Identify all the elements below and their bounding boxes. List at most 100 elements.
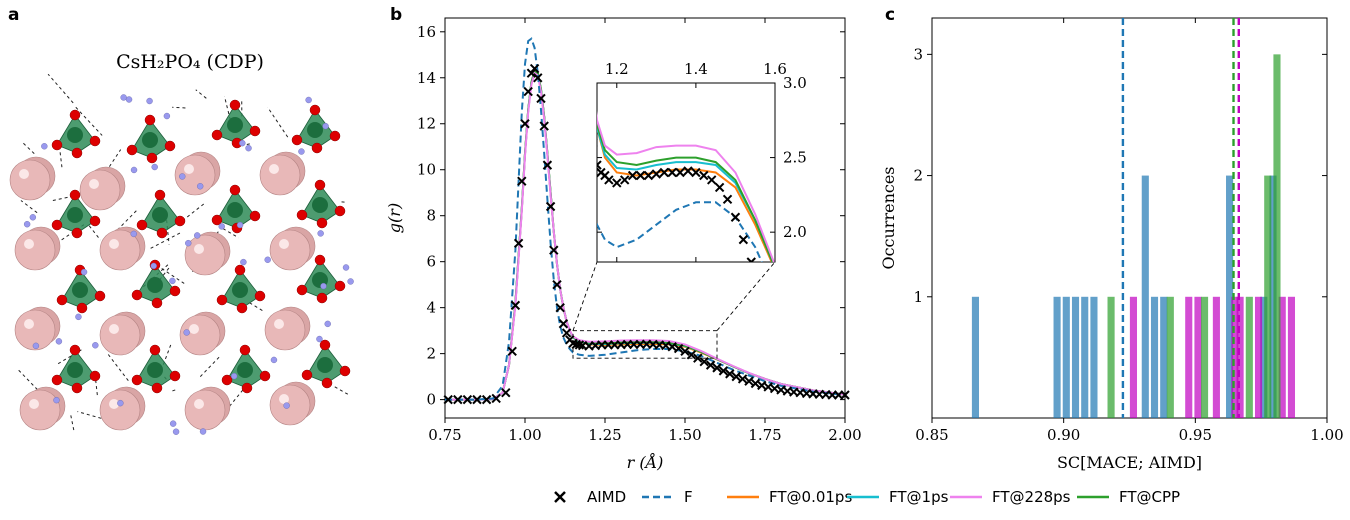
aimd-marker-stroke	[763, 303, 771, 311]
hydrogen-atom	[150, 262, 157, 270]
aimd-point-inset	[714, 182, 725, 193]
hbond-line	[246, 143, 251, 145]
hydrogen-atom	[197, 183, 204, 190]
aimd-marker-stroke	[787, 359, 795, 367]
oxygen-atom	[254, 290, 266, 302]
aimd-marker-stroke	[507, 346, 517, 357]
x-axis-label: SC[MACE; AIMD]	[1057, 453, 1202, 472]
oxygen-atom	[71, 227, 83, 239]
hydrogen-atom	[322, 122, 329, 130]
aimd-marker-stroke	[842, 455, 850, 463]
oxygen-atom	[319, 339, 331, 351]
oxygen-atom	[241, 382, 253, 394]
y-tick-label: 12	[417, 115, 436, 133]
x-tick-label: 1.25	[588, 426, 621, 444]
oxygen-atom	[69, 189, 81, 201]
hist-bar-ft-cpp	[1245, 296, 1253, 418]
oxygen-atom	[71, 382, 83, 394]
hist-bar-f	[971, 296, 980, 418]
cesium-highlight	[109, 324, 119, 334]
hydrogen-atom	[316, 335, 323, 343]
aimd-marker-stroke	[725, 369, 735, 379]
hist-bar-f	[1269, 175, 1277, 418]
cesium-atom	[269, 384, 311, 426]
aimd-point-inset	[842, 455, 850, 463]
aimd-marker-stroke	[750, 378, 761, 389]
x-tick-label: 1.00	[1310, 426, 1343, 444]
oxygen-atom	[239, 344, 251, 356]
aimd-point	[561, 328, 572, 338]
plot-frame	[444, 17, 846, 419]
aimd-point	[517, 176, 527, 186]
hbond-line	[57, 349, 83, 365]
y-tick-label: 4	[426, 299, 436, 317]
aimd-marker-stroke	[584, 341, 594, 351]
oxygen-atom	[69, 344, 81, 356]
hydrogen-atom	[172, 428, 180, 435]
aimd-marker-stroke	[771, 321, 779, 329]
phosphorus-atom	[67, 127, 83, 143]
zoom-connector	[572, 261, 598, 331]
aimd-point-inset	[858, 471, 866, 479]
aimd-marker-stroke	[635, 170, 646, 181]
cesium-highlight	[274, 319, 284, 329]
cesium-highlight	[109, 399, 119, 409]
aimd-point	[725, 369, 735, 379]
aimd-point-inset	[722, 194, 733, 205]
aimd-marker-stroke	[707, 175, 717, 185]
x-tick-label: 0.75	[428, 426, 461, 444]
hydrogen-atom	[75, 313, 82, 321]
hist-bar-ft-228ps	[1278, 296, 1286, 418]
phosphorus-atom	[142, 132, 158, 148]
aimd-marker-stroke	[737, 374, 748, 384]
y-tick-label: 10	[417, 161, 436, 179]
aimd-point	[536, 93, 546, 104]
oxygen-atom	[136, 219, 148, 231]
hydrogen-atom	[117, 399, 124, 407]
aimd-marker-stroke	[542, 160, 553, 170]
cesium-highlight	[19, 169, 29, 179]
aimd-marker-stroke	[675, 167, 685, 178]
aimd-point-inset	[651, 169, 662, 179]
aimd-marker-stroke	[755, 280, 763, 288]
cesium-highlight	[24, 319, 34, 329]
cesium-highlight	[269, 164, 279, 174]
aimd-point-inset	[730, 212, 741, 222]
aimd-marker-stroke	[491, 393, 501, 404]
inset-x-tick-label: 1.4	[684, 60, 708, 78]
hist-bar-f	[1226, 175, 1234, 418]
x-tick-label: 0.90	[1047, 426, 1080, 444]
x-tick-label: 0.95	[1179, 426, 1212, 444]
hist-bar-ft-cpp	[1264, 175, 1272, 418]
hydrogen-atom	[194, 232, 201, 239]
aimd-point	[533, 73, 543, 83]
cesium-highlight	[29, 399, 39, 409]
panel-label-c: c	[885, 5, 895, 25]
cesium-highlight	[189, 324, 199, 334]
hydrogen-atom	[169, 277, 176, 285]
aimd-marker-stroke	[787, 359, 795, 367]
aimd-point-inset	[597, 138, 598, 147]
oxygen-atom	[339, 365, 351, 377]
cesium-atom	[269, 229, 311, 271]
hydrogen-atom	[240, 258, 247, 266]
cesium-atom	[184, 389, 226, 431]
inset-y-tick-label: 3.0	[783, 74, 807, 92]
inset-frame	[596, 82, 776, 263]
aimd-point	[744, 376, 754, 386]
hbond-line	[20, 200, 38, 214]
oxygen-atom	[236, 302, 248, 314]
aimd-marker-stroke	[529, 63, 540, 74]
aimd-point	[673, 343, 684, 354]
aimd-marker-stroke	[513, 238, 524, 248]
cesium-atom	[14, 229, 56, 271]
aimd-point	[523, 86, 533, 97]
aimd-point-inset	[604, 175, 614, 185]
aimd-marker-stroke	[795, 377, 803, 385]
hbond-line	[182, 203, 205, 221]
aimd-point	[549, 245, 559, 255]
oxygen-atom	[154, 189, 166, 201]
aimd-marker-stroke	[600, 170, 610, 181]
cesium-highlight	[279, 239, 289, 249]
hydrogen-atom	[347, 278, 354, 285]
